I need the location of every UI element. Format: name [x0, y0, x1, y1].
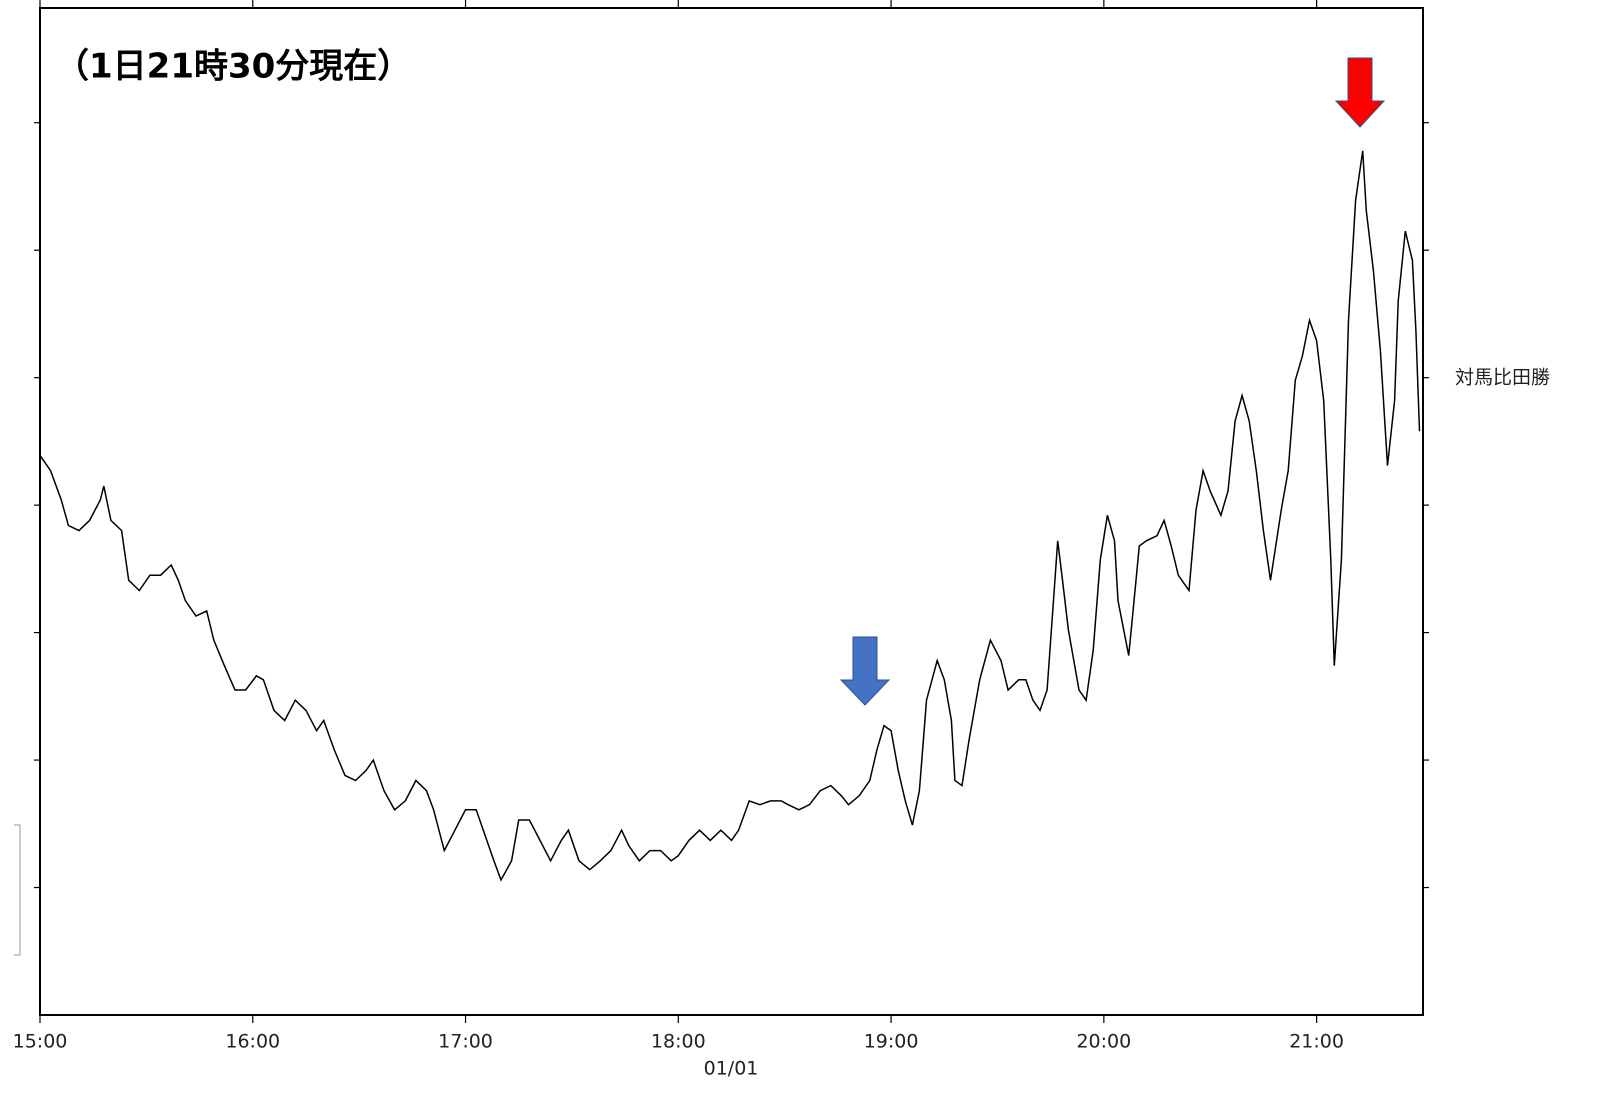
- x-tick-label: 18:00: [651, 1031, 706, 1053]
- series-label: 対馬比田勝: [1455, 367, 1550, 389]
- x-tick-label: 20:00: [1076, 1031, 1131, 1053]
- plot-frame: [39, 7, 1424, 1016]
- x-tick-label: 15:00: [13, 1031, 68, 1053]
- series-line: [39, 150, 1421, 882]
- x-tick-label: 17:00: [438, 1031, 493, 1053]
- red-arrow: [1334, 57, 1386, 128]
- bracket: [14, 824, 21, 956]
- x-tick-label: 19:00: [864, 1031, 919, 1053]
- x-axis-label: 01/01: [704, 1058, 759, 1080]
- annotation: （1日21時30分現在）: [55, 47, 411, 87]
- blue-arrow: [839, 636, 891, 706]
- x-tick-label: 21:00: [1289, 1031, 1344, 1053]
- x-tick-label: 16:00: [225, 1031, 280, 1053]
